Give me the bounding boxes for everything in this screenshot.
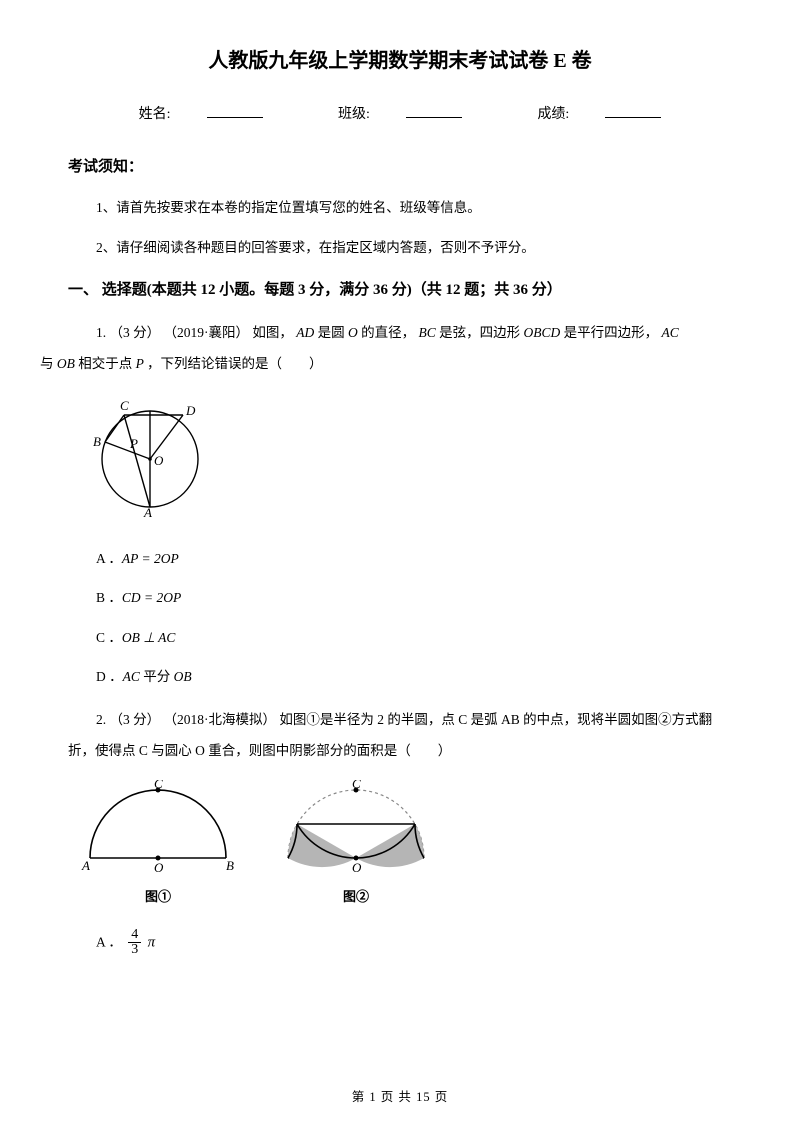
svg-text:O: O [352, 860, 362, 872]
class-label: 班级: [320, 107, 480, 122]
figure-2: C O 图② [276, 780, 436, 909]
question-1-options: A ．AP = 2OP B ．CD = 2OP C ．OB ⊥ AC D ．AC… [96, 546, 732, 691]
notice-item-1: 1、请首先按要求在本卷的指定位置填写您的姓名、班级等信息。 [96, 195, 732, 221]
notice-item-2: 2、请仔细阅读各种题目的回答要求，在指定区域内答题，否则不予评分。 [96, 235, 732, 261]
section-1-header: 一、 选择题(本题共 12 小题。每题 3 分，满分 36 分)（共 12 题；… [68, 276, 732, 305]
svg-text:O: O [154, 453, 164, 468]
question-1-text: 1. （3 分） （2019·襄阳） 如图， AD 是圆 O 的直径， BC 是… [68, 317, 732, 379]
question-2-text: 2. （3 分） （2018·北海模拟） 如图①是半径为 2 的半圆，点 C 是… [68, 704, 732, 766]
page-title: 人教版九年级上学期数学期末考试试卷 E 卷 [68, 42, 732, 80]
svg-text:C: C [352, 780, 361, 791]
q2-option-a: A ． 43 π [96, 928, 732, 958]
svg-text:P: P [129, 436, 138, 451]
svg-text:B: B [93, 434, 101, 449]
q1-option-b: B ．CD = 2OP [96, 585, 732, 611]
svg-text:C: C [120, 398, 129, 413]
svg-text:C: C [154, 780, 163, 791]
score-blank [605, 104, 661, 118]
question-2-figures: C A O B 图① C O 图② [78, 780, 732, 909]
figure-2-label: 图② [276, 885, 436, 910]
q1-option-d: D ．AC 平分 OB [96, 664, 732, 690]
question-1-diagram: C D B O P A [80, 393, 732, 530]
student-info-row: 姓名: 班级: 成绩: [68, 102, 732, 129]
svg-text:A: A [81, 858, 90, 872]
svg-text:O: O [154, 860, 164, 872]
q1-option-a: A ．AP = 2OP [96, 546, 732, 572]
name-label: 姓名: [121, 107, 281, 122]
figure-1-label: 图① [78, 885, 238, 910]
figure-1: C A O B 图① [78, 780, 238, 909]
svg-text:D: D [185, 403, 196, 418]
notice-header: 考试须知： [68, 153, 732, 182]
score-label: 成绩: [519, 107, 679, 122]
question-2-options: A ． 43 π [96, 928, 732, 958]
page-footer: 第 1 页 共 15 页 [0, 1086, 800, 1110]
class-blank [406, 104, 462, 118]
svg-text:A: A [143, 505, 152, 519]
q1-option-c: C ．OB ⊥ AC [96, 625, 732, 651]
svg-text:B: B [226, 858, 234, 872]
name-blank [207, 104, 263, 118]
